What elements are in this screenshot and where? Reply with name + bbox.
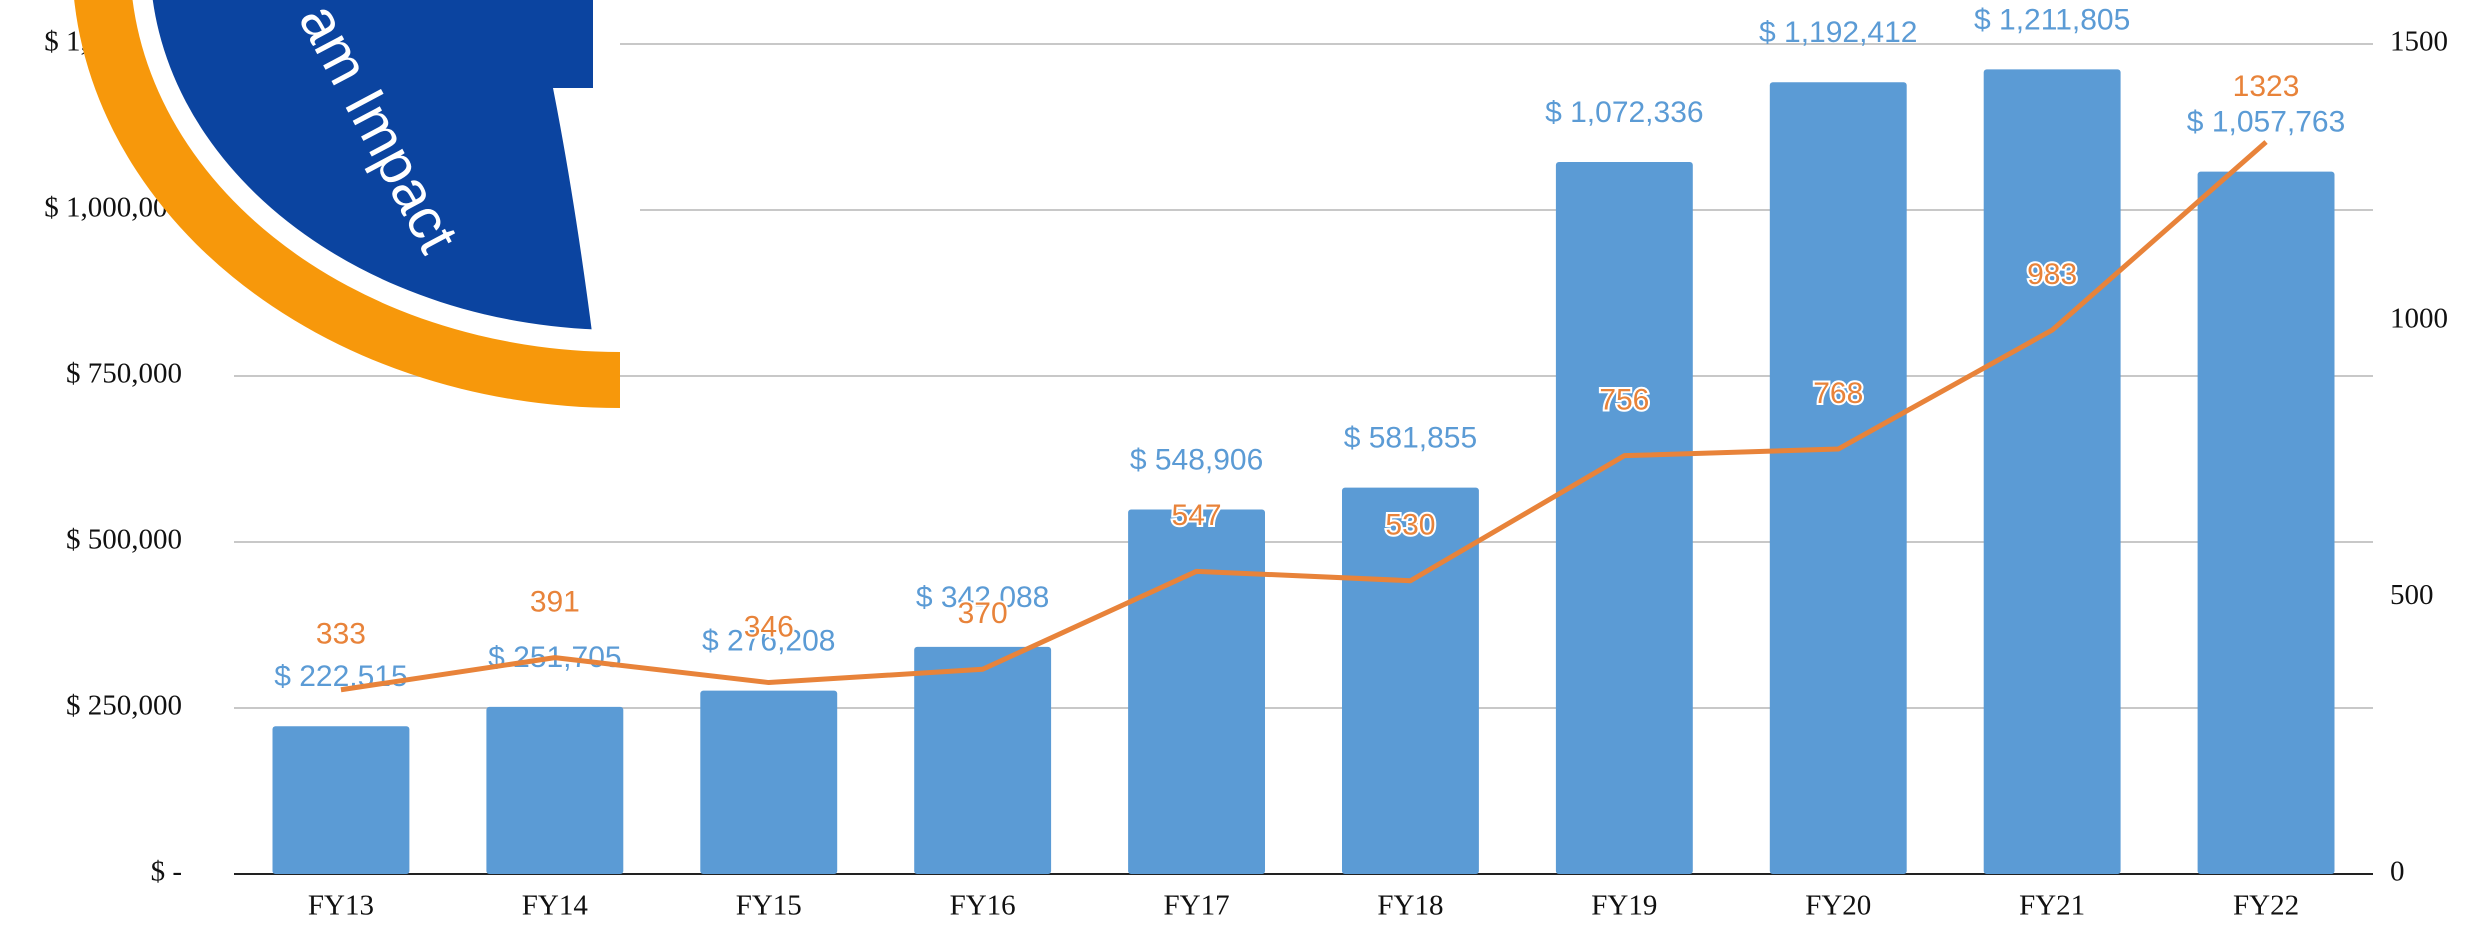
y-tick-label: $ 250,000: [66, 690, 182, 722]
x-tick-label: FY14: [522, 890, 589, 922]
x-tick-label: FY21: [2019, 890, 2085, 922]
bar: [1128, 509, 1265, 874]
bar: [272, 726, 410, 874]
bar-value-label: $ 1,072,336: [1545, 96, 1703, 129]
y-tick-label: $ 750,000: [66, 358, 182, 390]
line-value-label: 983: [2027, 258, 2077, 291]
x-tick-label: FY13: [308, 890, 374, 922]
y2-tick-label: 0: [2390, 856, 2405, 888]
bar-value-label: $ 1,211,805: [1974, 3, 2130, 36]
y2-tick-label: 500: [2390, 579, 2434, 611]
line-value-label: 768: [1813, 377, 1863, 410]
x-tick-label: FY18: [1377, 890, 1443, 922]
bar: [700, 690, 838, 874]
bar: [1555, 161, 1693, 875]
badge-cut: [553, 88, 640, 340]
line-value-label: 333: [316, 618, 366, 651]
x-tick-label: FY19: [1591, 890, 1657, 922]
bar: [1983, 69, 2121, 875]
line-value-label: 346: [744, 610, 794, 643]
y-tick-label: $ 500,000: [66, 524, 182, 556]
line-value-label: 1323: [2233, 70, 2300, 103]
bar: [2197, 171, 2335, 874]
bar: [486, 706, 624, 874]
y2-tick-label: 1000: [2390, 302, 2448, 334]
x-tick-label: FY20: [1805, 890, 1871, 922]
bar-value-label: $ 1,057,763: [2187, 106, 2345, 139]
line-value-label: 391: [530, 586, 580, 619]
line-value-label: 370: [958, 597, 1008, 630]
bar-value-label: $ 342,088: [916, 581, 1049, 614]
line-value-label: 547: [1172, 499, 1222, 532]
x-tick-label: FY22: [2233, 890, 2299, 922]
x-tick-label: FY15: [736, 890, 802, 922]
overlay-badge: am Impact: [74, 0, 640, 408]
bar-value-label: $ 581,855: [1344, 422, 1477, 455]
bar-value-label: $ 548,906: [1130, 443, 1263, 476]
y-tick-label: $ -: [151, 856, 182, 888]
bar-value-label: $ 1,192,412: [1759, 16, 1917, 49]
badge-disc: [152, 0, 593, 330]
line-value-label: 756: [1599, 384, 1649, 417]
y2-tick-label: 1500: [2390, 26, 2448, 58]
line-value-label: 530: [1385, 509, 1435, 542]
x-tick-label: FY17: [1164, 890, 1230, 922]
bar: [1342, 487, 1479, 874]
bar: [914, 646, 1052, 874]
bar: [1769, 82, 1907, 875]
line: [340, 140, 2268, 693]
bar-value-label: $ 276,208: [702, 625, 835, 658]
x-tick-label: FY16: [950, 890, 1016, 922]
